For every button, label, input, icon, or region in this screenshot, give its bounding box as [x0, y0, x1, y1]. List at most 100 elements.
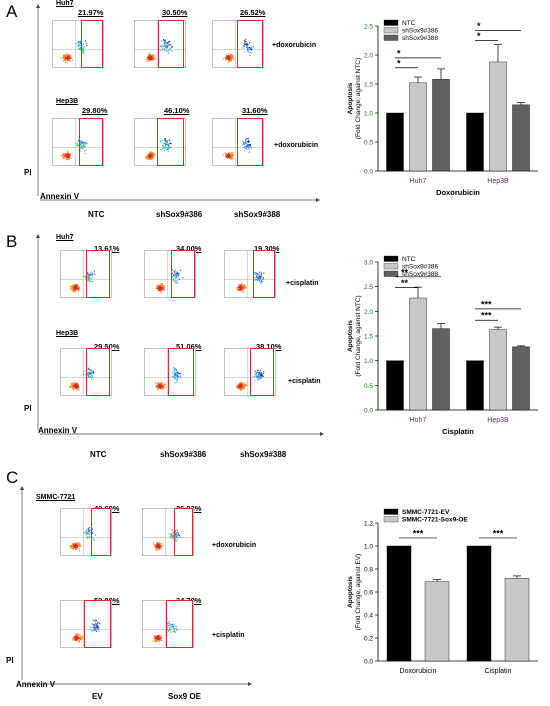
bar: [424, 581, 450, 662]
apoptosis-percent: 21.97%: [78, 8, 104, 17]
significance-mark: ***: [481, 299, 492, 309]
category-label: Doxorubicin: [400, 668, 437, 675]
bar: [386, 545, 412, 662]
y-tick-label: 0.5: [364, 140, 373, 147]
y-axis-label: Apoptosis: [347, 320, 354, 352]
treatment-label: +cisplatin: [288, 378, 321, 385]
y-tick-label: 1.0: [364, 544, 373, 551]
legend-label: SMMC-7721-Sox9-OE: [402, 517, 468, 524]
legend-swatch: [383, 19, 399, 26]
significance-mark: *: [397, 58, 401, 68]
dot-plot: [60, 508, 112, 556]
apoptosis-gate: [86, 250, 110, 298]
treatment-label: +doxorubicin: [212, 542, 257, 549]
apoptosis-gate: [250, 348, 274, 396]
x-axis-label: Annexin V: [38, 426, 78, 435]
significance-mark: *: [477, 31, 481, 41]
dot-plot: [212, 20, 264, 68]
column-label: shSox9#388: [234, 210, 281, 219]
legend-label: shSox9#386: [402, 264, 439, 271]
apoptosis-percent: 19.30%: [254, 244, 280, 253]
y-tick-label: 0.6: [364, 590, 373, 597]
category-label: Cisplatin: [485, 668, 512, 675]
apoptosis-gate: [236, 20, 263, 68]
legend-label: shSox9#388: [402, 35, 439, 42]
bar: [386, 360, 404, 411]
panel-label-b: B: [6, 232, 18, 251]
apoptosis-gate: [236, 118, 263, 166]
dot-plot: [144, 250, 196, 298]
cell-line-label: Huh7: [56, 234, 74, 241]
y-axis-label: (Fold Change, against NTC): [355, 58, 362, 139]
column-label: shSox9#388: [240, 450, 287, 459]
apoptosis-percent: 30.50%: [162, 8, 188, 17]
bar: [489, 61, 507, 172]
legend-swatch: [383, 270, 399, 277]
significance-mark: **: [401, 267, 409, 277]
significance-mark: ***: [413, 528, 424, 538]
bar-chart-cisplatin: 0.0 0.5 1.0 1.5 2.0 2.5 3.0 Apoptosis (Fold Chan…: [330, 248, 545, 436]
legend-label: shSox9#388: [402, 271, 439, 278]
cell-line-label: Hep3B: [56, 330, 79, 337]
bar: [466, 360, 484, 411]
y-tick-label: 0.0: [364, 659, 373, 666]
y-tick-label: 1.0: [364, 358, 373, 365]
apoptosis-percent: 51.06%: [176, 342, 202, 351]
apoptosis-percent: 29.50%: [94, 342, 120, 351]
panel-a-flow: Huh7 Hep3B 21.97% 30.50% 26.52% 29.80% 4…: [0, 0, 330, 230]
apoptosis-gate: [79, 118, 103, 166]
y-tick-label: 1.2: [364, 521, 373, 528]
apoptosis-gate: [156, 118, 184, 166]
treatment-label: +cisplatin: [212, 632, 245, 639]
bar-chart-sox9-oe: 0.0 0.2 0.4 0.6 0.8 1.0 1.2 Apoptosis (Fold Chan…: [330, 505, 545, 680]
significance-mark: ***: [493, 528, 504, 538]
cell-line-label: Hep3B: [56, 98, 79, 105]
panel-label-c: C: [6, 468, 19, 487]
y-axis-label: (Fold Change, against NTC): [355, 295, 362, 376]
dot-plot: [224, 250, 276, 298]
significance-mark: *: [477, 21, 481, 31]
legend-swatch: [383, 255, 399, 262]
apoptosis-gate: [80, 20, 103, 68]
y-axis-label: PI: [6, 656, 14, 665]
dot-plot: [212, 118, 264, 166]
column-label: NTC: [90, 450, 107, 459]
apoptosis-gate: [174, 508, 193, 556]
y-tick-label: 2.0: [364, 309, 373, 316]
legend-label: SMMC-7721-EV: [402, 509, 450, 516]
y-tick-label: 0.8: [364, 567, 373, 574]
y-tick-label: 1.5: [364, 82, 373, 89]
cell-line-label: SMMC-7721: [36, 494, 76, 501]
y-axis-label: PI: [24, 404, 32, 413]
bar: [432, 328, 450, 411]
panel-b-flow: Huh7 Hep3B 13.61% 34.00% 19.30% 29.50% 5…: [0, 230, 330, 465]
dot-plot: [60, 600, 112, 648]
significance-mark: **: [401, 278, 409, 288]
y-axis-label: PI: [24, 168, 32, 177]
apoptosis-percent: 46.10%: [164, 106, 190, 115]
legend-swatch: [383, 27, 399, 34]
bar: [466, 112, 484, 172]
legend-swatch: [383, 34, 399, 41]
dot-plot: [60, 250, 112, 298]
dot-plot: [142, 508, 194, 556]
dot-plot: [60, 348, 112, 396]
y-tick-label: 2.0: [364, 53, 373, 60]
category-label: Huh7: [410, 417, 427, 424]
bar: [512, 104, 530, 172]
bar: [409, 82, 427, 172]
apoptosis-gate: [83, 600, 111, 648]
category-label: Hep3B: [487, 417, 509, 424]
apoptosis-percent: 26.52%: [240, 8, 266, 17]
dot-plot: [142, 600, 194, 648]
dot-plot: [224, 348, 276, 396]
apoptosis-percent: 38.10%: [256, 342, 282, 351]
column-label: shSox9#386: [156, 210, 203, 219]
legend-swatch: [383, 516, 399, 523]
bar-chart-doxorubicin: 0.0 0.5 1.0 1.5 2.0 2.5 Apoptosis (Fold Change,…: [330, 18, 545, 198]
legend-label: shSox9#386: [402, 28, 439, 35]
y-tick-label: 2.5: [364, 24, 373, 31]
bar: [409, 297, 427, 411]
treatment-label: +cisplatin: [286, 280, 319, 287]
treatment-label: +doxorubicin: [272, 42, 317, 49]
